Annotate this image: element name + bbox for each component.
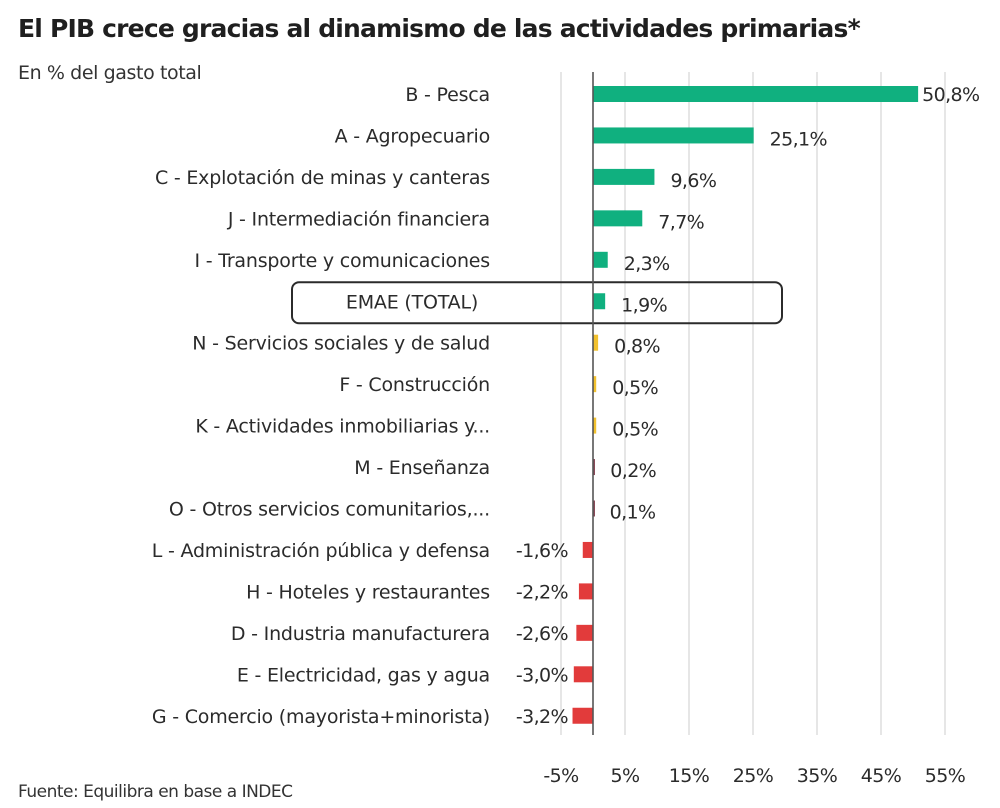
highlight-box-group	[291, 281, 783, 325]
value-label: 25,1%	[770, 128, 827, 150]
value-label: 2,3%	[624, 253, 670, 275]
bar	[593, 86, 919, 102]
x-tick-label: 55%	[925, 765, 965, 787]
x-tick-labels: -5% 5% 15% 25% 35% 45% 55%	[543, 765, 965, 787]
highlight-box	[291, 281, 783, 325]
category-label: D - Industria manufacturera	[231, 623, 490, 645]
value-label: 0,5%	[612, 419, 658, 441]
x-tick-label: 5%	[611, 765, 640, 787]
chart-source: Fuente: Equilibra en base a INDEC	[18, 782, 293, 802]
value-label: -1,6%	[516, 540, 568, 562]
bar	[572, 707, 593, 724]
value-label: 7,7%	[658, 211, 704, 233]
category-label: A - Agropecuario	[335, 125, 490, 147]
category-label: G - Comercio (mayorista+minorista)	[152, 706, 490, 728]
value-label: 0,1%	[610, 502, 656, 524]
x-tick-label: -5%	[543, 765, 578, 787]
bar	[593, 334, 599, 351]
chart-subtitle: En % del gasto total	[18, 62, 202, 84]
bar	[593, 210, 643, 227]
category-label: O - Otros servicios comunitarios,...	[169, 499, 490, 521]
category-label: L - Administración pública y defensa	[152, 540, 490, 562]
value-label: 0,5%	[612, 377, 658, 399]
x-tick-label: 35%	[797, 765, 837, 787]
value-label: 50,8%	[922, 84, 979, 106]
x-tick-label: 45%	[861, 765, 901, 787]
category-label: B - Pesca	[405, 84, 490, 106]
bar	[593, 251, 608, 268]
category-label: K - Actividades inmobiliarias y...	[195, 416, 490, 438]
x-tick-label: 25%	[733, 765, 773, 787]
value-label: 0,8%	[614, 336, 660, 358]
category-label: H - Hoteles y restaurantes	[246, 581, 490, 603]
bar	[593, 168, 655, 185]
bar	[593, 127, 754, 144]
category-label: F - Construcción	[339, 374, 490, 396]
value-label: -2,2%	[516, 581, 568, 603]
bar	[593, 417, 597, 434]
category-labels: B - Pesca A - Agropecuario C - Explotación…	[152, 84, 490, 728]
bar	[582, 541, 593, 558]
bar	[578, 583, 593, 600]
category-label: M - Enseñanza	[354, 457, 490, 479]
category-label: EMAE (TOTAL)	[346, 291, 478, 313]
category-label: I - Transporte y comunicaciones	[194, 250, 490, 272]
bar	[593, 293, 606, 310]
bar	[593, 376, 597, 393]
value-label: -2,6%	[516, 623, 568, 645]
value-label: 9,6%	[670, 170, 716, 192]
value-labels: 50,8% 25,1% 9,6% 7,7% 2,3% 1,9% 0,8% 0,5% 0,5% 0,…	[516, 84, 980, 728]
bar	[593, 459, 595, 476]
value-label: -3,0%	[516, 664, 568, 686]
bar	[593, 500, 595, 517]
category-label: C - Explotación de minas y canteras	[155, 167, 490, 189]
value-label: -3,2%	[516, 706, 568, 728]
value-label: 0,2%	[610, 460, 656, 482]
category-label: N - Servicios sociales y de salud	[192, 333, 490, 355]
value-label: 1,9%	[621, 294, 667, 316]
category-label: J - Intermediación financiera	[227, 208, 490, 230]
bars	[572, 86, 919, 724]
chart-title: El PIB crece gracias al dinamismo de las…	[18, 14, 861, 43]
x-tick-label: 15%	[669, 765, 709, 787]
category-label: E - Electricidad, gas y agua	[237, 664, 490, 686]
bar	[573, 666, 593, 683]
gridlines	[560, 72, 946, 735]
bar	[576, 624, 593, 641]
